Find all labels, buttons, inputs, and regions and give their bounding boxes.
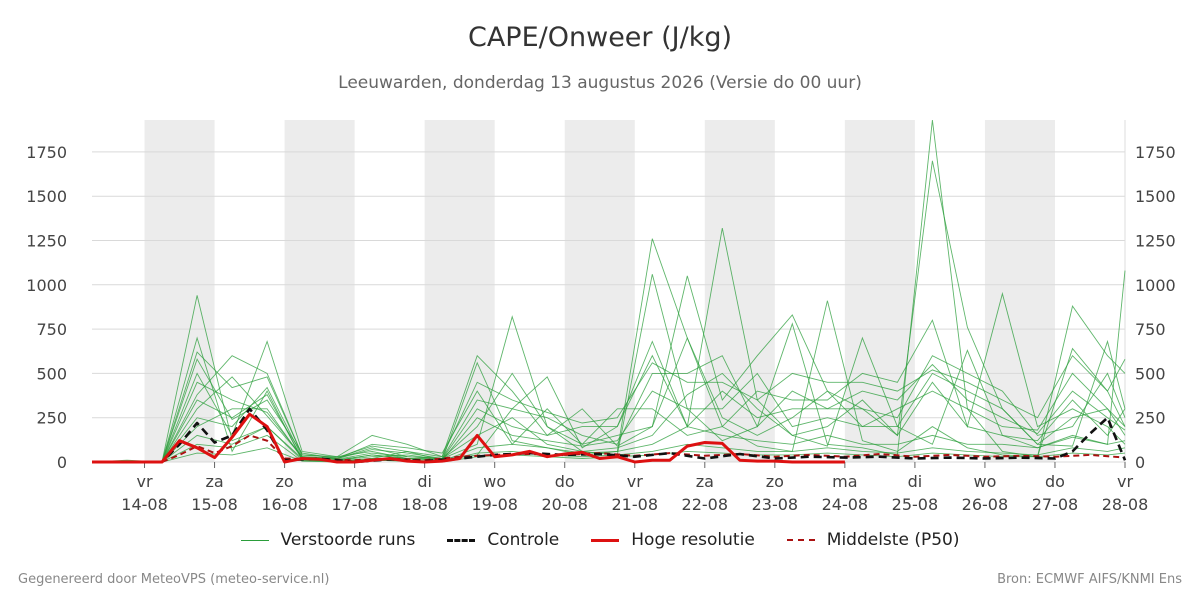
y-tick-label-right: 1250: [1135, 231, 1176, 250]
legend-swatch-control: [447, 538, 476, 542]
x-tick-day-label: di: [908, 472, 923, 491]
chart-plot: 0 0 250 250 500 500 750 750 1000 1000 1250 1250 1500…: [26, 119, 1176, 514]
footer-generated-by: Gegenereerd door MeteoVPS (meteo-service…: [18, 572, 330, 587]
legend-item-median[interactable]: Middelste (P50): [786, 530, 960, 550]
legend-item-control[interactable]: Controle: [447, 530, 559, 550]
x-tick-day-label: zo: [766, 472, 784, 491]
ensemble-run-line: [91, 336, 1126, 463]
ensemble-run-line: [92, 372, 1126, 463]
x-tick-date-label: 22-08: [682, 495, 729, 514]
y-tick-label-left: 0: [57, 453, 67, 472]
legend-label-ensemble: Verstoorde runs: [280, 530, 416, 550]
legend-item-highres[interactable]: Hoge resolutie: [591, 530, 755, 550]
chart-title: CAPE/Onweer (J/kg): [467, 22, 732, 53]
x-tick-day-label: wo: [973, 472, 996, 491]
series-line-controle: [92, 407, 1127, 464]
y-tick-label-left: 1500: [26, 187, 67, 206]
shaded-day-band: [844, 120, 915, 462]
x-tick-date-label: 23-08: [752, 495, 799, 514]
x-tick-day-label: do: [1045, 472, 1065, 491]
shaded-day-band: [984, 120, 1055, 462]
x-tick-date-label: 27-08: [1032, 495, 1079, 514]
series-line-hoge-resolutie: [92, 412, 845, 464]
x-tick-date-label: 25-08: [892, 495, 939, 514]
x-tick-date-label: 20-08: [541, 495, 588, 514]
x-tick-day-label: vr: [137, 472, 153, 491]
shaded-day-band: [284, 120, 355, 462]
x-tick-day-label: zo: [275, 472, 293, 491]
footer-source: Bron: ECMWF AIFS/KNMI Ens: [997, 572, 1182, 587]
legend-label-highres: Hoge resolutie: [631, 530, 755, 550]
ensemble-run-line: [92, 372, 1126, 463]
legend: Verstoorde runs Controle Hoge resolutie …: [0, 530, 1200, 550]
x-tick-date-label: 26-08: [962, 495, 1009, 514]
x-tick-date-label: 18-08: [401, 495, 448, 514]
x-tick-day-label: za: [205, 472, 223, 491]
x-tick-day-label: wo: [483, 472, 506, 491]
y-tick-label-left: 500: [36, 364, 67, 383]
y-tick-label-left: 250: [36, 409, 67, 428]
x-tick-date-label: 16-08: [261, 495, 308, 514]
y-tick-label-left: 1000: [26, 276, 67, 295]
x-tick-day-label: za: [696, 472, 714, 491]
legend-label-median: Middelste (P50): [826, 530, 960, 550]
shaded-day-band: [564, 120, 635, 462]
x-tick-date-label: 24-08: [822, 495, 869, 514]
x-tick-day-label: vr: [1117, 472, 1133, 491]
chart-subtitle: Leeuwarden, donderdag 13 augustus 2026 (…: [338, 73, 862, 93]
x-tick-date-label: 14-08: [121, 495, 168, 514]
ensemble-run-line: [92, 351, 1126, 463]
x-tick-date-label: 21-08: [612, 495, 659, 514]
x-tick-day-label: do: [555, 472, 575, 491]
legend-label-control: Controle: [487, 530, 560, 550]
legend-swatch-ensemble: [240, 539, 269, 541]
x-tick-date-label: 19-08: [471, 495, 518, 514]
x-tick-day-label: di: [417, 472, 432, 491]
x-tick-day-label: ma: [342, 472, 367, 491]
legend-swatch-highres: [591, 538, 620, 542]
y-tick-label-left: 1250: [26, 231, 67, 250]
y-tick-label-left: 750: [36, 320, 67, 339]
x-tick-date-label: 28-08: [1102, 495, 1149, 514]
y-tick-label-right: 750: [1135, 320, 1166, 339]
y-tick-label-right: 1000: [1135, 276, 1176, 295]
ensemble-run-line: [92, 354, 1126, 463]
x-tick-date-label: 17-08: [331, 495, 378, 514]
legend-swatch-median: [786, 539, 815, 541]
x-tick-day-label: ma: [832, 472, 857, 491]
y-tick-label-right: 500: [1135, 364, 1166, 383]
x-tick-day-label: vr: [627, 472, 643, 491]
y-tick-label-left: 1750: [26, 143, 67, 162]
legend-item-ensemble[interactable]: Verstoorde runs: [240, 530, 416, 550]
ensemble-run-line: [91, 160, 1126, 463]
ensemble-run-line: [92, 355, 1126, 463]
y-tick-label-right: 250: [1135, 409, 1166, 428]
x-tick-date-label: 15-08: [191, 495, 238, 514]
shaded-day-band: [144, 120, 215, 462]
y-tick-label-right: 1750: [1135, 143, 1176, 162]
y-tick-label-right: 1500: [1135, 187, 1176, 206]
shaded-day-band: [704, 120, 775, 462]
y-tick-label-right: 0: [1135, 453, 1145, 472]
